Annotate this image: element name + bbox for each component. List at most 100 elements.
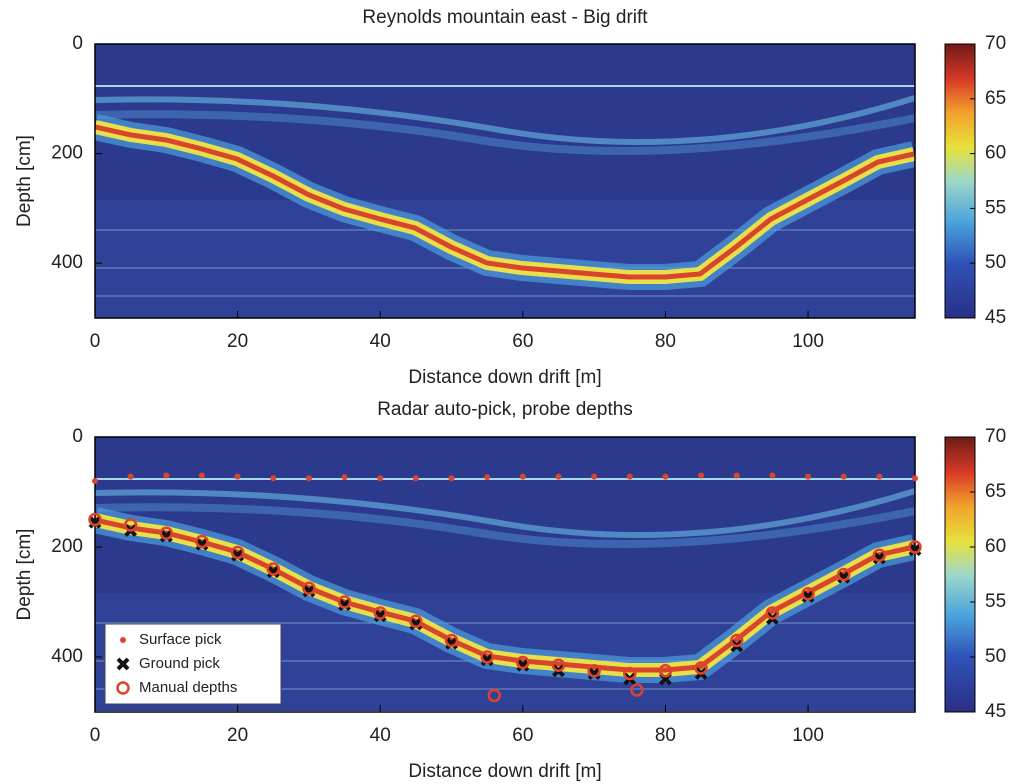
axes-frame [94,43,916,319]
x-tick-label: 0 [90,725,101,746]
legend-symbol [120,637,126,643]
surface-pick [484,474,491,481]
ground-pick [231,548,245,562]
colorbar-tick-label: 55 [985,197,1006,218]
chart-title: Reynolds mountain east - Big drift [362,7,648,28]
manual-depth [373,606,387,620]
manual-depth [487,688,502,703]
surface-pick [698,472,705,479]
manual-depth [230,545,245,560]
surface-pick [234,473,241,480]
surface-pick [876,473,883,480]
ground-pick [195,537,209,551]
colorbar-tick-label: 70 [985,33,1006,54]
y-tick-label: 200 [51,536,83,557]
surface-pick [840,473,847,480]
legend-symbol [116,657,130,671]
manual-depth [480,650,494,664]
manual-depth [195,534,209,549]
x-tick-label: 100 [792,725,824,746]
surface-pick [377,475,384,482]
x-tick-label: 40 [370,331,391,352]
manual-depth [444,633,459,648]
chart-title: Radar auto-pick, probe depths [377,399,633,420]
y-axis-label: Depth [cm] [14,135,35,227]
x-tick-label: 80 [655,725,676,746]
ground-pick [159,529,173,543]
manual-depth [872,548,887,562]
surface-pick [198,472,205,479]
surface-pick [448,475,455,482]
surface-pick [912,475,918,482]
legend-label: Manual depths [139,679,237,696]
ground-pick [837,570,851,584]
legend-box [104,623,282,705]
surface-pick [92,478,98,484]
colorbar-tick-label: 55 [985,591,1006,612]
x-tick-label: 20 [227,725,248,746]
manual-depth [551,658,566,672]
x-tick-label: 100 [792,331,824,352]
manual-depth [908,540,922,554]
ground-pick [409,617,423,631]
y-tick-label: 400 [51,646,83,667]
manual-depth [266,562,281,576]
colorbar-tick-label: 70 [985,426,1006,447]
x-tick-label: 60 [512,331,533,352]
manual-depth [801,587,815,601]
y-tick-label: 200 [51,143,83,164]
surface-pick [270,475,277,482]
surface-pick [805,473,812,480]
x-tick-label: 20 [227,331,248,352]
ground-pick [516,658,530,672]
x-tick-label: 60 [512,725,533,746]
manual-depth [516,655,530,670]
y-axis-label: Depth [cm] [14,529,35,621]
legend-label: Ground pick [139,655,220,672]
surface-pick [305,475,312,482]
colorbar-tick-label: 65 [985,481,1006,502]
manual-depth [159,526,174,540]
manual-depth [623,666,637,681]
x-axis-label: Distance down drift [m] [408,367,601,388]
colorbar [944,43,976,319]
colorbar-tick-label: 45 [985,701,1006,722]
colorbar-tick-label: 65 [985,88,1006,109]
manual-depth [836,567,851,582]
ground-pick [373,609,387,623]
y-tick-label: 0 [72,33,83,54]
manual-depth [302,581,316,595]
ground-pick [302,584,316,598]
manual-depth [630,683,644,697]
manual-depth [765,606,780,620]
ground-pick [88,515,102,529]
surface-pick [555,473,562,480]
x-tick-label: 40 [370,725,391,746]
legend-label: Surface pick [139,631,222,648]
colorbar-tick-label: 50 [985,252,1006,273]
ground-pick [908,543,922,557]
surface-pick [733,472,740,479]
surface-pick [341,474,348,481]
manual-depth [694,661,708,675]
manual-depth [658,664,673,678]
ground-pick [480,653,494,667]
colorbar [944,436,976,713]
ground-pick [801,590,815,603]
y-tick-label: 0 [72,426,83,447]
y-tick-label: 400 [51,252,83,273]
surface-pick [769,472,776,479]
surface-pick [519,473,526,480]
surface-pick [127,473,134,480]
surface-pick [662,473,669,480]
ground-pick [445,636,458,650]
manual-depth [123,518,138,532]
x-axis-label: Distance down drift [m] [408,761,601,782]
colorbar-tick-label: 60 [985,143,1006,164]
x-tick-label: 80 [655,331,676,352]
legend-symbol [116,681,130,695]
ground-pick [872,551,886,565]
manual-depth [587,664,601,678]
ground-pick [338,598,351,612]
